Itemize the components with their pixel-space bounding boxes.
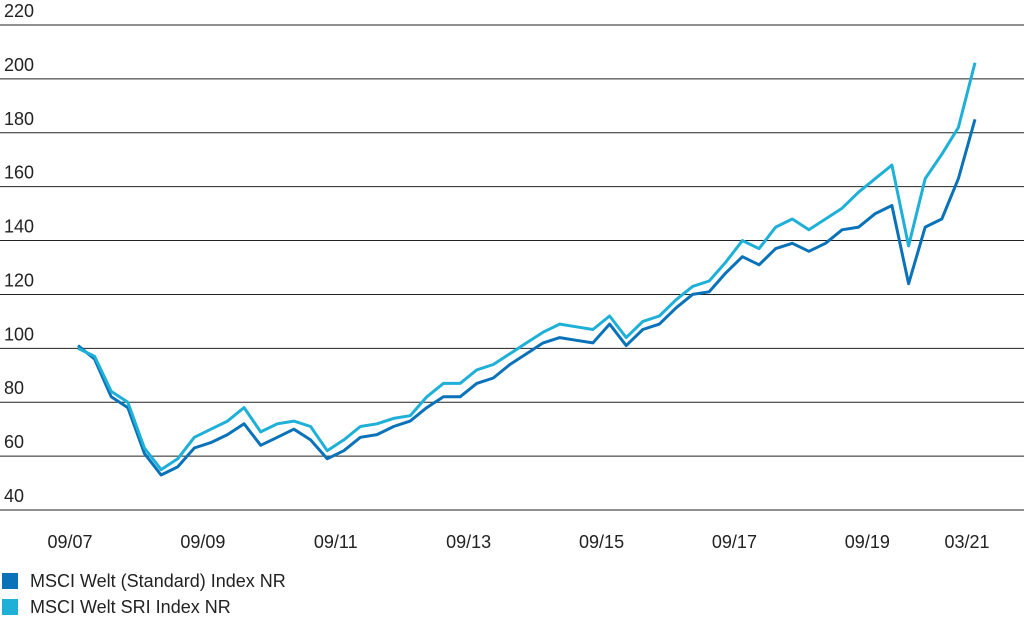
legend-label: MSCI Welt SRI Index NR <box>30 597 231 617</box>
legend-swatch <box>2 599 18 615</box>
y-tick-label: 160 <box>4 163 34 183</box>
legend-label: MSCI Welt (Standard) Index NR <box>30 571 286 591</box>
x-tick-label: 03/21 <box>944 532 989 552</box>
y-tick-label: 220 <box>4 1 34 21</box>
y-tick-label: 40 <box>4 486 24 506</box>
y-tick-label: 100 <box>4 324 34 344</box>
y-tick-label: 80 <box>4 378 24 398</box>
series-line <box>77 62 977 472</box>
y-tick-label: 140 <box>4 217 34 237</box>
legend-swatch <box>2 573 18 589</box>
x-tick-label: 09/11 <box>314 532 358 552</box>
y-tick-label: 200 <box>4 55 34 75</box>
x-tick-label: 09/15 <box>579 532 624 552</box>
x-tick-label: 09/17 <box>712 532 757 552</box>
y-tick-label: 180 <box>4 109 34 129</box>
y-tick-label: 120 <box>4 270 34 290</box>
x-tick-label: 09/19 <box>845 532 890 552</box>
y-tick-label: 60 <box>4 432 24 452</box>
x-tick-label: 09/13 <box>446 532 491 552</box>
series-line <box>77 118 977 477</box>
x-tick-label: 09/09 <box>180 532 225 552</box>
x-tick-label: 09/07 <box>47 532 92 552</box>
